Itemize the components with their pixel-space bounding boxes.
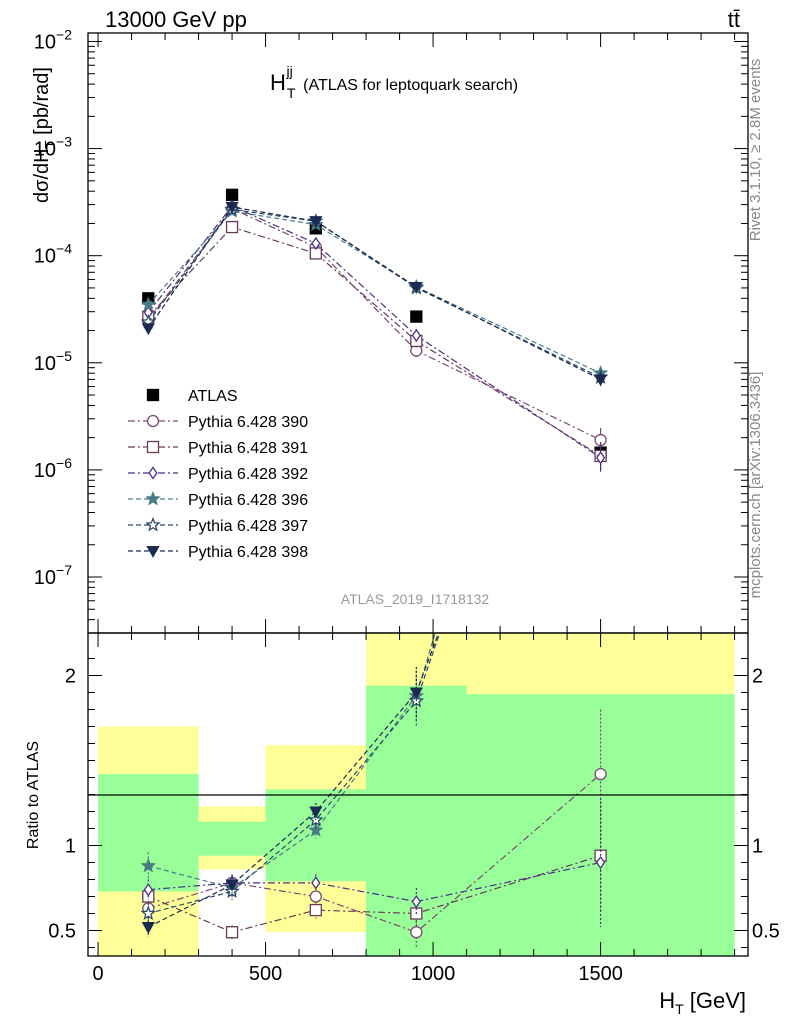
series-4 <box>140 203 609 380</box>
legend-marker <box>146 414 160 428</box>
ratio-point <box>140 905 157 921</box>
y-tick-label: 10−4 <box>34 241 72 268</box>
axes: 10−7 10−6 10−5 10−4 10−3 10−2 0 500 1000 1500 0.5 0… <box>34 26 780 985</box>
ratio-point <box>141 922 155 934</box>
ratio-y-tick-label-right: 2 <box>752 666 763 688</box>
legend-marker <box>145 490 161 506</box>
legend-label: Pythia 6.428 396 <box>188 492 308 509</box>
legend-label: Pythia 6.428 392 <box>188 466 308 483</box>
y-tick-label: 10−3 <box>34 134 72 161</box>
main-plot-marks <box>140 188 609 472</box>
data-point <box>225 188 239 201</box>
analysis-tag: ATLAS_2019_I1718132 <box>341 591 490 607</box>
ratio-point <box>309 890 322 903</box>
main-title: HTjj (ATLAS for leptoquark search) <box>270 63 518 101</box>
ratio-point <box>594 767 607 781</box>
legend-entry: Pythia 6.428 390 <box>128 414 308 431</box>
x-tick-label: 1500 <box>578 963 623 985</box>
beam-label: 13000 GeV pp <box>105 7 247 32</box>
data-point <box>225 220 239 234</box>
data-point <box>311 236 321 251</box>
ratio-point <box>225 879 239 892</box>
x-tick-label: 500 <box>249 963 282 985</box>
ratio-point <box>309 903 322 917</box>
legend-marker <box>146 440 160 454</box>
ratio-y-tick-label: 1 <box>65 836 76 858</box>
data-point <box>309 216 323 229</box>
data-point <box>409 281 423 294</box>
y-tick-label: 10−6 <box>34 455 72 482</box>
y-tick-label: 10−7 <box>34 562 72 589</box>
ratio-point <box>410 926 423 939</box>
ratio-point <box>140 857 157 873</box>
ratio-point <box>143 883 153 897</box>
legend-label: ATLAS <box>188 388 238 405</box>
legend-label: Pythia 6.428 391 <box>188 440 308 457</box>
ratio-point <box>411 894 421 909</box>
ratio-line <box>148 855 601 933</box>
legend-entry: Pythia 6.428 392 <box>128 466 308 483</box>
legend-entry: Pythia 6.428 396 <box>128 490 308 509</box>
x-tick-label: 0 <box>92 963 103 985</box>
data-point <box>411 328 421 343</box>
legend-entry: Pythia 6.428 398 <box>128 544 308 561</box>
main-y-axis-label: dσ/dHT [pb/rad] <box>31 67 57 203</box>
y-tick-label: 10−2 <box>34 26 72 53</box>
y-tick-label: 10−5 <box>34 348 72 375</box>
series-6 <box>141 201 608 387</box>
legend-label: Pythia 6.428 390 <box>188 414 308 431</box>
series-line <box>147 206 601 380</box>
ratio-point <box>308 822 324 837</box>
series-2 <box>142 220 607 470</box>
ratio-y-tick-label-right: 1 <box>752 836 763 858</box>
data-point <box>225 201 239 214</box>
series-3 <box>143 199 606 472</box>
ratio-y-axis-label: Ratio to ATLAS <box>25 741 42 849</box>
band-green <box>198 821 266 856</box>
ratio-plot-marks <box>140 633 607 948</box>
ratio-y-tick-label: 0.5 <box>48 921 76 943</box>
ratio-y-tick-label: 2 <box>65 666 76 688</box>
legend-entry: ATLAS <box>146 388 238 405</box>
ratio-point <box>225 926 239 939</box>
data-point <box>410 310 423 323</box>
ratio-plot-frame <box>87 632 749 957</box>
legend-entry: Pythia 6.428 397 <box>128 516 308 535</box>
data-point <box>141 323 155 336</box>
legend: ATLAS Pythia 6.428 390 Pythia 6.428 391 Pyt… <box>128 388 308 561</box>
source-label: mcplots.cern.ch [arXiv:1306.3436] <box>747 372 764 599</box>
x-axis-label: HT [GeV] <box>659 988 746 1017</box>
series-line <box>147 207 601 441</box>
data-point <box>595 451 606 465</box>
legend-marker <box>145 516 161 532</box>
x-tick-label: 1000 <box>411 963 456 985</box>
data-point <box>140 296 157 312</box>
ratio-point <box>409 687 423 700</box>
band-green <box>466 694 735 956</box>
legend-label: Pythia 6.428 398 <box>188 544 308 561</box>
series-line <box>147 208 601 378</box>
legend-marker <box>146 388 160 402</box>
ratio-point <box>311 876 321 890</box>
ratio-point <box>309 806 323 819</box>
band-green <box>98 774 199 892</box>
ratio-point <box>595 855 606 870</box>
ratio-y-tick-label-right: 0.5 <box>752 921 780 943</box>
legend-marker <box>148 466 158 480</box>
legend-marker <box>146 545 160 558</box>
series-5 <box>140 201 609 384</box>
ratio-series-5 <box>141 633 440 938</box>
data-point <box>593 374 608 387</box>
legend-entry: Pythia 6.428 391 <box>128 440 308 457</box>
series-line <box>147 210 601 374</box>
rivet-label: Rivet 3.1.10, ≥ 2.8M events <box>747 59 764 242</box>
process-label: tt̄ <box>728 7 740 32</box>
legend-label: Pythia 6.428 397 <box>188 518 308 535</box>
